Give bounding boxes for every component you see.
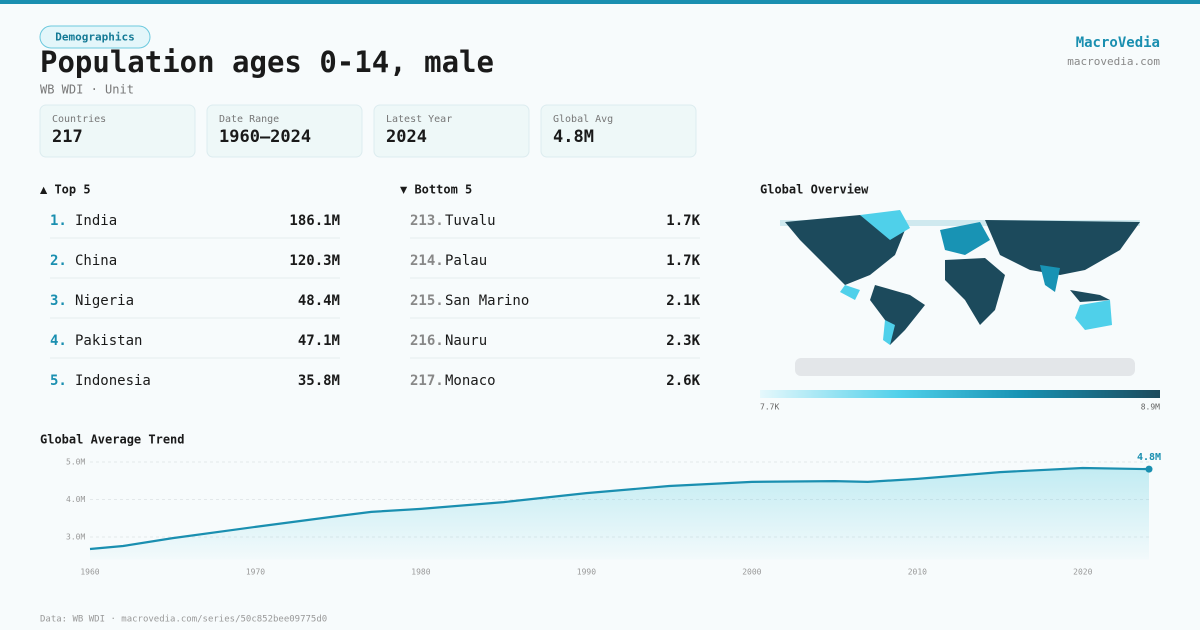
country-value: 47.1M: [298, 333, 340, 349]
country: Monaco: [445, 373, 496, 389]
y-tick-label: 5.0M: [66, 458, 85, 467]
top-title: ▲ Top 5: [40, 183, 91, 197]
stat-card: [540, 104, 697, 158]
x-tick-label: 1960: [80, 568, 99, 577]
country-value: 120.3M: [289, 253, 340, 269]
country-value: 1.7K: [666, 213, 700, 229]
stat-card: [39, 104, 196, 158]
brand: MacroVedia: [1076, 35, 1160, 51]
country: San Marino: [445, 293, 529, 309]
rank: 2.: [50, 253, 67, 269]
x-tick-label: 1970: [246, 568, 265, 577]
stat-label: Global Avg: [553, 114, 613, 125]
y-tick-label: 3.0M: [66, 533, 85, 542]
tag-pill: [39, 25, 151, 49]
stat-label: Latest Year: [386, 114, 452, 125]
footer: Data: WB WDI · macrovedia.com/series/50c…: [40, 615, 327, 625]
rank: 1.: [50, 213, 67, 229]
country-value: 1.7K: [666, 253, 700, 269]
country-value: 2.6K: [666, 373, 700, 389]
bottom-title: ▼ Bottom 5: [400, 183, 472, 197]
top-bar: [0, 0, 1200, 4]
colorbar-max: 8.9M: [1141, 403, 1160, 412]
stat-card: [206, 104, 363, 158]
stat-label: Date Range: [219, 114, 279, 125]
rank: 216.: [410, 333, 444, 349]
stat-value: 2024: [386, 127, 427, 147]
value-label: 4.8M: [1137, 452, 1161, 463]
country: Nauru: [445, 333, 487, 349]
x-tick-label: 2010: [908, 568, 927, 577]
world-map: [780, 210, 1140, 376]
x-tick-label: 2020: [1073, 568, 1092, 577]
rank: 214.: [410, 253, 444, 269]
colorbar-min: 7.7K: [760, 403, 779, 412]
subtitle: WB WDI · Unit: [40, 83, 134, 97]
country: China: [75, 253, 117, 269]
x-tick-label: 2000: [742, 568, 761, 577]
country-value: 35.8M: [298, 373, 340, 389]
end-point: [1145, 465, 1153, 473]
country-value: 2.3K: [666, 333, 700, 349]
stat-value: 4.8M: [553, 127, 594, 147]
x-tick-label: 1980: [411, 568, 430, 577]
country: Indonesia: [75, 373, 151, 389]
rank: 3.: [50, 293, 67, 309]
stat-value: 217: [52, 127, 83, 147]
rank: 215.: [410, 293, 444, 309]
rank: 4.: [50, 333, 67, 349]
country: India: [75, 213, 117, 229]
country: Pakistan: [75, 333, 142, 349]
line: [89, 466, 1150, 551]
rank: 5.: [50, 373, 67, 389]
stat-label: Countries: [52, 114, 106, 125]
country-value: 186.1M: [289, 213, 340, 229]
chart-title: Global Average Trend: [40, 433, 185, 447]
rank: 213.: [410, 213, 444, 229]
tag: Demographics: [55, 31, 134, 44]
y-tick-label: 4.0M: [66, 495, 85, 504]
country: Tuvalu: [445, 213, 496, 229]
colorbar: [760, 390, 1160, 398]
country: Nigeria: [75, 293, 134, 309]
country-value: 48.4M: [298, 293, 340, 309]
country: Palau: [445, 253, 487, 269]
rank: 217.: [410, 373, 444, 389]
x-tick-label: 1990: [577, 568, 596, 577]
area: [90, 468, 1149, 560]
title: Population ages 0-14, male: [40, 45, 494, 79]
stat-value: 1960–2024: [219, 127, 311, 147]
stat-card: [373, 104, 530, 158]
map-title: Global Overview: [760, 183, 869, 197]
country-value: 2.1K: [666, 293, 700, 309]
site: macrovedia.com: [1067, 55, 1160, 68]
